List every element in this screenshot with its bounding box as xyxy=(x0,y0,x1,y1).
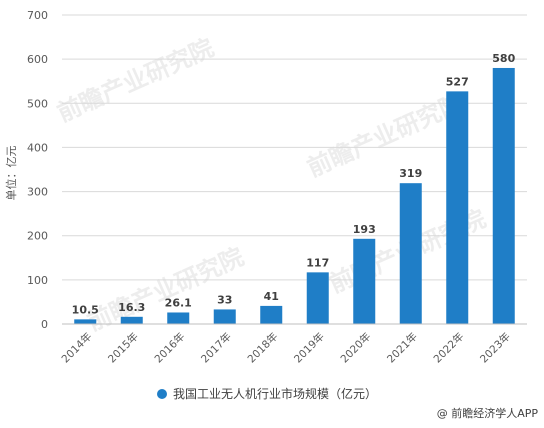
x-tick-label: 2020年 xyxy=(338,330,374,366)
x-tick-label: 2017年 xyxy=(198,330,234,366)
y-tick-label: 400 xyxy=(27,141,48,154)
y-tick-label: 200 xyxy=(27,230,48,243)
bar xyxy=(399,183,422,324)
bar xyxy=(74,319,97,324)
data-label: 26.1 xyxy=(165,296,192,309)
bar xyxy=(446,91,469,324)
bar xyxy=(213,309,236,324)
legend: 我国工业无人机行业市场规模（亿元） xyxy=(157,386,377,401)
y-axis: 0 100 200 300 400 500 600 700 xyxy=(27,9,48,331)
y-tick-label: 0 xyxy=(41,318,48,331)
data-label: 10.5 xyxy=(72,303,99,316)
legend-marker xyxy=(157,389,167,399)
x-tick-label: 2022年 xyxy=(431,330,467,366)
y-tick-label: 500 xyxy=(27,97,48,110)
y-tick-label: 300 xyxy=(27,186,48,199)
y-tick-label: 100 xyxy=(27,274,48,287)
bar xyxy=(306,272,329,324)
x-tick-label: 2016年 xyxy=(152,330,188,366)
bar xyxy=(167,312,190,324)
data-label: 117 xyxy=(306,256,329,269)
x-axis: 2014年 2015年 2016年 2017年 2018年 2019年 2020年 2021年… xyxy=(59,323,527,366)
watermark-text: 前瞻产业研究院 xyxy=(53,34,218,128)
x-tick-label: 2015年 xyxy=(105,330,141,366)
data-label: 193 xyxy=(353,223,376,236)
data-label: 33 xyxy=(217,293,232,306)
bar-series xyxy=(74,67,515,324)
bar xyxy=(120,316,143,324)
x-tick-label: 2014年 xyxy=(59,330,95,366)
y-tick-label: 700 xyxy=(27,9,48,22)
x-tick-label: 2019年 xyxy=(291,330,327,366)
bar xyxy=(353,238,376,324)
data-label: 41 xyxy=(264,290,279,303)
data-label: 527 xyxy=(446,75,469,88)
bar xyxy=(492,67,515,324)
data-label: 319 xyxy=(399,167,422,180)
x-tick-label: 2018年 xyxy=(245,330,281,366)
source-credit: @ 前瞻经济学人APP xyxy=(437,406,539,420)
data-label: 580 xyxy=(492,52,515,65)
data-labels: 10.5 16.3 26.1 33 41 117 193 319 527 580 xyxy=(72,52,516,316)
legend-label: 我国工业无人机行业市场规模（亿元） xyxy=(173,386,377,401)
data-label: 16.3 xyxy=(118,301,145,314)
x-tick-label: 2023年 xyxy=(477,330,513,366)
bar xyxy=(260,305,283,324)
watermark-text: 前瞻产业研究院 xyxy=(303,89,468,183)
x-tick-label: 2021年 xyxy=(384,330,420,366)
y-axis-title: 单位：亿元 xyxy=(4,146,18,201)
y-tick-label: 600 xyxy=(27,53,48,66)
